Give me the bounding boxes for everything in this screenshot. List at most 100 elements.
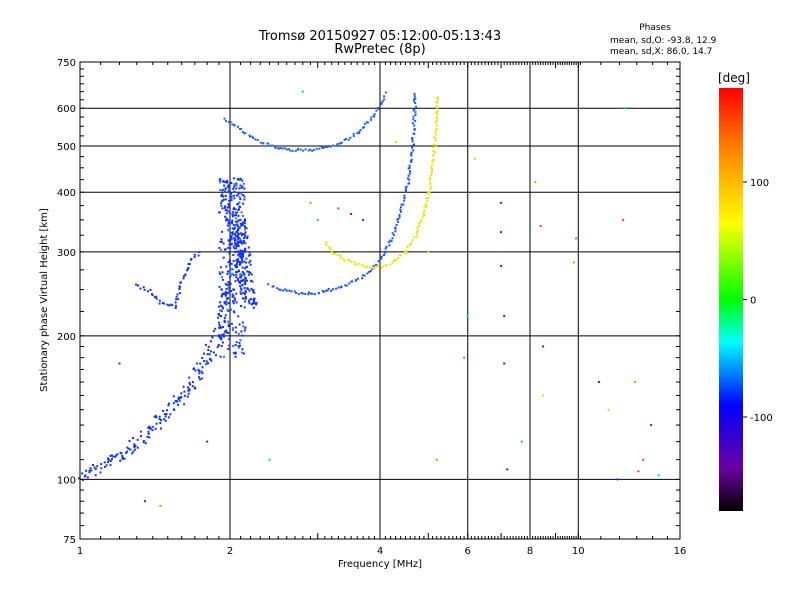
data-point bbox=[128, 440, 131, 442]
data-point bbox=[198, 251, 201, 253]
data-point bbox=[232, 327, 234, 330]
data-point bbox=[188, 263, 191, 266]
data-point bbox=[175, 298, 178, 301]
data-point bbox=[109, 460, 112, 462]
data-point bbox=[235, 271, 237, 274]
data-point bbox=[245, 257, 248, 260]
data-point bbox=[363, 274, 366, 277]
data-point bbox=[223, 206, 226, 209]
data-point bbox=[414, 111, 417, 114]
data-point bbox=[158, 415, 161, 418]
data-point bbox=[411, 122, 414, 125]
data-point bbox=[431, 154, 434, 157]
data-point bbox=[234, 233, 236, 236]
data-point bbox=[135, 283, 137, 286]
data-point bbox=[237, 232, 240, 235]
data-point bbox=[109, 455, 112, 457]
data-point bbox=[240, 251, 243, 254]
data-point bbox=[394, 230, 397, 233]
data-point bbox=[500, 265, 503, 268]
data-point bbox=[228, 238, 231, 241]
data-point bbox=[274, 146, 277, 149]
data-point bbox=[342, 257, 345, 260]
chart-subtitle: RwPretec (8p) bbox=[334, 42, 425, 57]
data-point bbox=[191, 381, 194, 383]
data-point bbox=[234, 237, 236, 240]
data-point bbox=[244, 247, 247, 250]
data-point bbox=[229, 282, 231, 285]
data-point bbox=[189, 383, 192, 386]
data-point bbox=[335, 287, 338, 290]
data-point bbox=[235, 214, 237, 217]
data-point bbox=[230, 236, 233, 239]
data-point bbox=[221, 307, 224, 310]
data-point bbox=[409, 159, 412, 162]
data-point bbox=[229, 276, 232, 279]
data-point bbox=[226, 179, 229, 182]
data-point bbox=[235, 217, 238, 220]
data-point bbox=[233, 185, 236, 188]
data-point bbox=[218, 323, 221, 326]
data-point bbox=[173, 409, 176, 411]
data-point bbox=[244, 295, 247, 298]
data-point bbox=[300, 292, 303, 294]
data-point bbox=[425, 197, 428, 200]
data-point bbox=[234, 355, 237, 358]
data-point bbox=[327, 145, 330, 147]
data-point bbox=[393, 258, 396, 261]
data-point bbox=[231, 268, 234, 271]
data-point bbox=[403, 251, 406, 254]
data-point bbox=[177, 398, 180, 400]
data-point bbox=[234, 344, 237, 346]
data-point bbox=[400, 203, 403, 206]
data-point bbox=[244, 226, 246, 229]
data-point bbox=[238, 270, 240, 273]
data-point bbox=[231, 215, 234, 218]
data-point bbox=[234, 244, 237, 246]
data-point bbox=[283, 147, 286, 150]
data-point bbox=[353, 260, 356, 263]
data-point bbox=[413, 108, 416, 111]
x-tick-label: 4 bbox=[377, 546, 383, 557]
data-point bbox=[248, 261, 251, 264]
data-point bbox=[219, 301, 222, 304]
data-point bbox=[322, 147, 325, 149]
data-point bbox=[433, 143, 436, 146]
data-point bbox=[429, 188, 432, 191]
data-point bbox=[220, 338, 223, 341]
data-point bbox=[148, 425, 151, 428]
data-point bbox=[539, 224, 542, 227]
data-point bbox=[272, 285, 275, 288]
stats-line-x: mean, sd,X: 86.0, 14.7 bbox=[610, 47, 712, 57]
data-point bbox=[243, 306, 246, 309]
data-point bbox=[82, 479, 85, 481]
data-point bbox=[404, 190, 407, 193]
data-point bbox=[313, 148, 315, 151]
data-point bbox=[125, 451, 128, 454]
data-point bbox=[237, 236, 239, 239]
data-point bbox=[243, 251, 246, 254]
data-point bbox=[235, 250, 238, 253]
data-point bbox=[200, 377, 203, 380]
data-point bbox=[235, 187, 238, 190]
data-point bbox=[204, 343, 207, 346]
data-point bbox=[227, 190, 230, 193]
data-point bbox=[394, 140, 397, 143]
data-point bbox=[221, 230, 223, 233]
data-point bbox=[227, 348, 230, 351]
data-point bbox=[317, 292, 320, 295]
data-point bbox=[234, 280, 237, 283]
data-point bbox=[96, 465, 99, 468]
data-point bbox=[154, 427, 157, 430]
x-axis-label: Frequency [MHz] bbox=[338, 559, 422, 570]
data-point bbox=[383, 95, 386, 98]
data-point bbox=[121, 455, 124, 457]
data-point bbox=[232, 260, 235, 262]
data-point bbox=[89, 467, 92, 470]
data-point bbox=[236, 223, 239, 226]
data-point bbox=[236, 279, 239, 282]
data-point bbox=[230, 262, 233, 265]
data-point bbox=[369, 266, 371, 269]
data-point bbox=[231, 211, 234, 214]
data-point bbox=[223, 117, 226, 120]
